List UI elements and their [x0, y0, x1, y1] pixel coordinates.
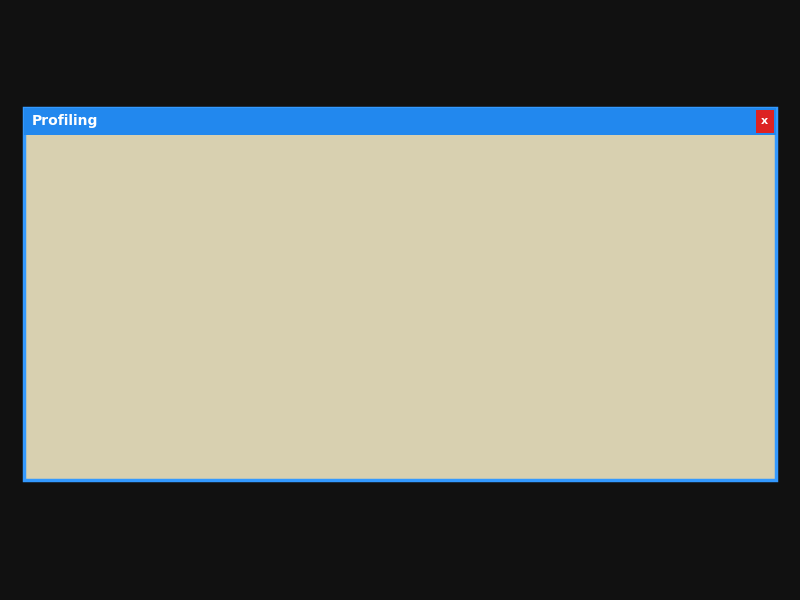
- Text: Profiling: Profiling: [32, 115, 98, 128]
- Text: x: x: [762, 116, 768, 127]
- X-axis label: DISTANCE (METERS): DISTANCE (METERS): [357, 445, 499, 458]
- Text: A: A: [93, 268, 145, 334]
- Y-axis label: DEPTH (METERS): DEPTH (METERS): [34, 233, 46, 346]
- Text: B: B: [715, 268, 766, 334]
